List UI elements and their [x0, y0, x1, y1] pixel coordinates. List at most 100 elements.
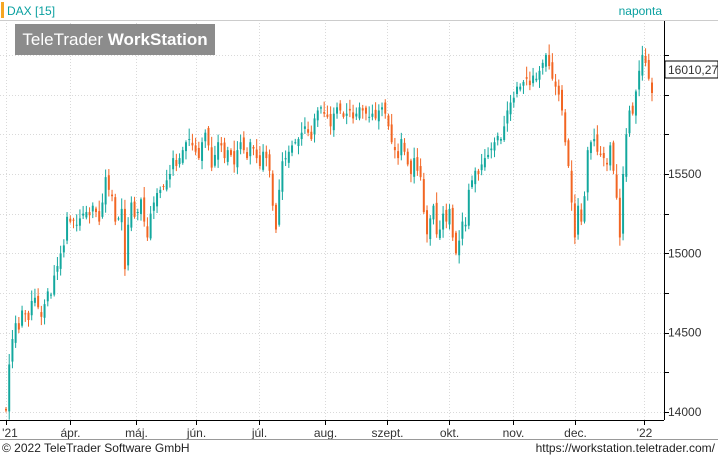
- candle: [316, 107, 319, 127]
- candle-body: [342, 113, 345, 117]
- candle-body: [461, 221, 464, 239]
- candle: [127, 217, 130, 271]
- candle-body: [377, 110, 380, 122]
- candle: [429, 215, 432, 246]
- candle-body: [188, 139, 191, 141]
- candle: [233, 140, 236, 173]
- candle-body: [368, 116, 371, 118]
- candle: [487, 147, 490, 160]
- x-tick-label: júl.: [251, 426, 267, 440]
- candle: [265, 145, 268, 167]
- candle: [294, 138, 297, 145]
- candle-body: [438, 229, 441, 239]
- candle: [419, 158, 422, 181]
- candle: [336, 102, 339, 119]
- candle: [50, 292, 52, 299]
- candle-body: [336, 107, 339, 114]
- x-tick-label: '21: [2, 426, 18, 440]
- candle: [30, 290, 33, 321]
- candle-body: [432, 205, 435, 220]
- candle-body: [371, 113, 374, 117]
- candle: [564, 109, 567, 146]
- candle-body: [612, 142, 615, 171]
- grid-lines: [0, 20, 664, 420]
- candle-body: [355, 113, 358, 117]
- footer-url[interactable]: https://workstation.teletrader.com/: [535, 441, 715, 455]
- candle-body: [409, 160, 412, 174]
- candle: [538, 66, 541, 88]
- candle-body: [573, 203, 576, 238]
- candle: [178, 153, 181, 168]
- candle: [139, 197, 142, 221]
- candle: [519, 83, 522, 92]
- candle-body: [442, 213, 445, 230]
- candle-body: [567, 140, 570, 167]
- period-label: naponta: [619, 4, 663, 18]
- candle-body: [226, 150, 229, 162]
- candle-body: [564, 112, 567, 143]
- candle: [56, 256, 59, 280]
- candle: [528, 71, 531, 91]
- candle-body: [454, 232, 457, 254]
- candle-body: [535, 78, 538, 81]
- candle: [69, 215, 72, 224]
- candle-body: [107, 175, 110, 190]
- candle-body: [448, 208, 451, 225]
- candle-body: [201, 142, 204, 161]
- candle-body: [233, 151, 236, 165]
- candle: [567, 138, 570, 168]
- candle-body: [82, 213, 85, 216]
- candle-body: [361, 108, 364, 111]
- candle: [422, 172, 425, 214]
- candle: [14, 315, 17, 348]
- candle-body: [46, 291, 49, 302]
- candle-body: [348, 108, 351, 111]
- candle-body: [139, 199, 142, 214]
- candle-body: [381, 107, 384, 110]
- candle-body: [114, 197, 117, 222]
- candle: [159, 186, 162, 199]
- candle: [561, 85, 564, 116]
- candle-body: [255, 149, 258, 159]
- candle-body: [284, 158, 287, 160]
- candle: [197, 141, 200, 160]
- candle: [133, 196, 136, 219]
- candle: [33, 288, 36, 307]
- candle: [229, 148, 232, 157]
- candle: [75, 214, 78, 232]
- candle-body: [602, 153, 605, 159]
- candle-body: [326, 114, 329, 117]
- candle: [217, 134, 220, 168]
- candle-body: [467, 189, 470, 226]
- candle: [37, 288, 40, 310]
- candle-body: [220, 143, 223, 146]
- y-axis: 14000 14500 15000 15500: [664, 55, 702, 419]
- candle-body: [503, 126, 506, 140]
- candle: [5, 406, 7, 413]
- candle: [358, 102, 361, 121]
- candle-body: [422, 179, 425, 213]
- candle: [326, 105, 329, 119]
- candle-body: [474, 170, 477, 185]
- x-tick-label: ápr.: [60, 426, 80, 440]
- candle-body: [175, 160, 178, 167]
- candle: [461, 212, 464, 246]
- candle-body: [313, 118, 316, 135]
- candle-body: [133, 201, 136, 217]
- candle-body: [43, 304, 46, 318]
- candle-body: [278, 189, 281, 225]
- candle-body: [480, 164, 483, 171]
- candle: [181, 146, 184, 165]
- candle-body: [300, 132, 303, 140]
- candle-body: [625, 134, 628, 177]
- candle: [622, 166, 625, 241]
- candle-body: [487, 154, 490, 158]
- candle: [226, 146, 229, 166]
- candle: [24, 310, 27, 322]
- candle-body: [210, 147, 213, 168]
- candle: [426, 205, 429, 243]
- candle: [525, 66, 528, 86]
- candle-body: [618, 197, 621, 238]
- candle: [319, 105, 322, 114]
- candle: [40, 305, 43, 326]
